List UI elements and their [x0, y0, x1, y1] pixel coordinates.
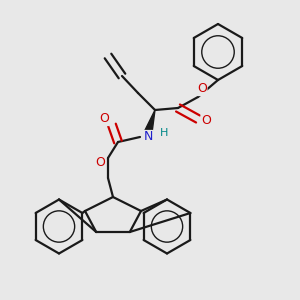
Text: H: H [160, 128, 168, 138]
Polygon shape [144, 110, 155, 134]
Text: O: O [95, 155, 105, 169]
Text: O: O [197, 82, 207, 95]
Text: O: O [99, 112, 109, 125]
Text: O: O [201, 115, 211, 128]
Text: N: N [143, 130, 153, 143]
